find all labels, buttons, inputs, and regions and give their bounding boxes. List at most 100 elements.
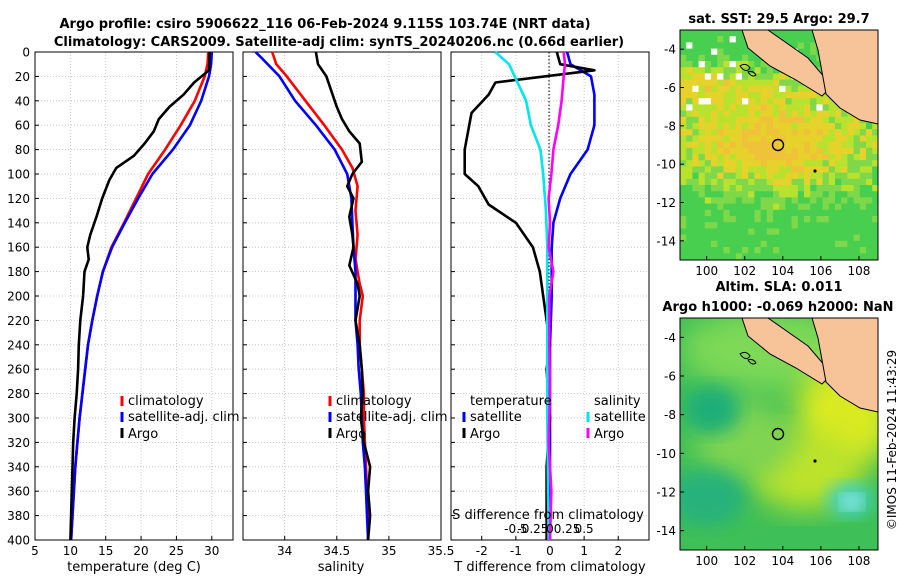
sst-pixel bbox=[717, 191, 724, 198]
sst-pixel bbox=[742, 154, 749, 161]
sst-pixel bbox=[872, 253, 878, 260]
sst-pixel bbox=[704, 42, 712, 49]
sst-pixel bbox=[866, 185, 873, 192]
sst-pixel bbox=[748, 203, 755, 211]
sst-pixel bbox=[760, 160, 768, 167]
sst-pixel bbox=[804, 222, 811, 229]
sst-pixel bbox=[797, 234, 805, 242]
sst-pixel bbox=[779, 185, 786, 192]
difference-panel: -2 -1 0 1 2 -0.5-0.250 0.250.5 S difference f… bbox=[450, 51, 650, 575]
sst-pixel bbox=[810, 234, 817, 242]
sst-pixel bbox=[816, 104, 823, 111]
sst-island-dot bbox=[813, 169, 817, 173]
sst-pixel bbox=[711, 197, 718, 204]
sst-pixel bbox=[835, 104, 842, 111]
sst-pixel bbox=[797, 110, 805, 118]
x-tick-label: 35.5 bbox=[428, 544, 455, 558]
sst-pixel bbox=[729, 209, 737, 217]
sst-pixel bbox=[704, 85, 712, 93]
sst-pixel bbox=[723, 228, 730, 235]
sst-pixel bbox=[853, 216, 861, 223]
sst-pixel bbox=[723, 247, 730, 254]
sst-pixel bbox=[816, 154, 823, 161]
sst-pixel bbox=[723, 141, 730, 149]
sst-pixel bbox=[785, 92, 792, 99]
sst-pixel bbox=[835, 209, 842, 217]
sst-pixel bbox=[698, 240, 706, 248]
sst-pixel bbox=[847, 228, 854, 235]
sst-pixel bbox=[766, 222, 774, 229]
sst-pixel bbox=[729, 135, 737, 142]
sst-pixel bbox=[698, 61, 706, 68]
sst-pixel bbox=[847, 222, 854, 229]
sst-pixel bbox=[760, 123, 768, 130]
sst-pixel bbox=[785, 172, 792, 180]
sst-pixel bbox=[828, 141, 836, 149]
sst-pixel bbox=[779, 141, 786, 149]
sst-pixel bbox=[735, 185, 743, 192]
sst-pixel bbox=[704, 67, 712, 74]
sst-pixel bbox=[841, 247, 848, 254]
sst-pixel bbox=[692, 191, 699, 198]
sst-pixel bbox=[754, 240, 761, 248]
temperature-axes-box bbox=[34, 51, 234, 541]
sst-pixel bbox=[735, 247, 743, 254]
temperature-xlabel: temperature (deg C) bbox=[67, 560, 201, 575]
sst-pixel bbox=[835, 178, 842, 186]
sla-axes-box bbox=[679, 317, 879, 551]
sst-pixel bbox=[692, 172, 699, 180]
sst-pixel bbox=[717, 222, 724, 229]
sst-pixel bbox=[754, 98, 761, 105]
x-tick-label: 34 bbox=[277, 544, 292, 558]
sst-pixel bbox=[841, 253, 848, 260]
sst-pixel bbox=[804, 209, 811, 217]
sst-pixel bbox=[723, 92, 730, 99]
sst-pixel bbox=[872, 147, 878, 155]
sst-pixel bbox=[847, 197, 854, 204]
salinity-panel: 34 34.5 35 35.5 salinity climatology satell… bbox=[242, 51, 455, 575]
sst-pixel bbox=[785, 203, 792, 211]
sst-pixel bbox=[822, 240, 830, 248]
sst-pixel bbox=[748, 222, 755, 229]
sst-pixel bbox=[816, 178, 823, 186]
sst-pixel bbox=[828, 116, 836, 124]
sst-pixel bbox=[804, 110, 811, 118]
sst-pixel bbox=[766, 141, 774, 149]
credit-text: ©IMOS 11-Feb-2024 11:43:29 bbox=[885, 350, 899, 530]
sst-pixel bbox=[828, 203, 836, 211]
sst-pixel bbox=[859, 154, 867, 161]
sst-pixel bbox=[711, 141, 718, 149]
sst-pixel bbox=[785, 98, 792, 105]
sst-pixel bbox=[680, 222, 687, 229]
sst-pixel bbox=[766, 240, 774, 248]
s-diff-tick-label: 0.25 bbox=[554, 522, 581, 536]
sst-pixel bbox=[828, 123, 836, 130]
sumatra-land bbox=[741, 30, 833, 97]
sst-pixel bbox=[822, 135, 830, 142]
sst-pixel bbox=[872, 222, 878, 229]
sst-pixel bbox=[754, 85, 761, 93]
sst-pixel bbox=[717, 154, 724, 161]
sst-pixel bbox=[754, 147, 761, 155]
salinity-axes-box bbox=[242, 51, 442, 541]
sst-pixel bbox=[872, 203, 878, 211]
sst-pixel bbox=[754, 154, 761, 161]
sst-pixel bbox=[872, 185, 878, 192]
sst-map-title: sat. SST: 29.5 Argo: 29.7 bbox=[688, 12, 869, 27]
sst-pixel bbox=[704, 92, 712, 99]
sst-pixel bbox=[822, 104, 830, 111]
sst-pixel bbox=[785, 116, 792, 124]
sst-pixel bbox=[711, 48, 718, 56]
sst-pixel bbox=[810, 48, 817, 56]
sst-pixel bbox=[822, 178, 830, 186]
sst-pixel bbox=[742, 48, 749, 56]
sst-pixel bbox=[773, 73, 780, 80]
sst-pixel bbox=[853, 178, 861, 186]
sst-pixel bbox=[748, 160, 755, 167]
series-line-satellite-adj-clim bbox=[69, 51, 214, 541]
sst-pixel bbox=[766, 116, 774, 124]
sst-pixel bbox=[797, 147, 805, 155]
sst-pixel bbox=[729, 147, 737, 155]
sst-pixel bbox=[853, 228, 861, 235]
sst-pixel bbox=[773, 166, 780, 173]
